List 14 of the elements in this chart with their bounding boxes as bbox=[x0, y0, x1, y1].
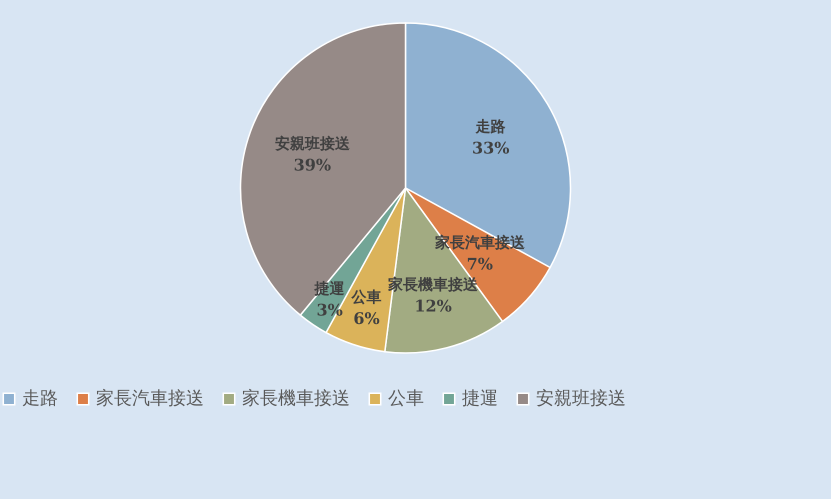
slice-label: 走路 bbox=[474, 118, 506, 136]
data-label: 12% bbox=[414, 296, 452, 316]
legend-label: 安親班接送 bbox=[536, 388, 626, 409]
legend-label: 走路 bbox=[22, 388, 58, 409]
legend-label: 捷運 bbox=[462, 388, 498, 409]
slice-label: 安親班接送 bbox=[274, 134, 351, 152]
legend-label: 家長汽車接送 bbox=[96, 388, 204, 409]
data-label: 6% bbox=[353, 308, 380, 328]
slice-label: 公車 bbox=[350, 288, 382, 306]
data-label: 39% bbox=[294, 155, 332, 174]
data-label: 33% bbox=[472, 138, 510, 158]
legend-label: 公車 bbox=[388, 388, 424, 409]
legend-label: 家長機車接送 bbox=[242, 388, 350, 409]
data-label: 7% bbox=[466, 254, 493, 274]
